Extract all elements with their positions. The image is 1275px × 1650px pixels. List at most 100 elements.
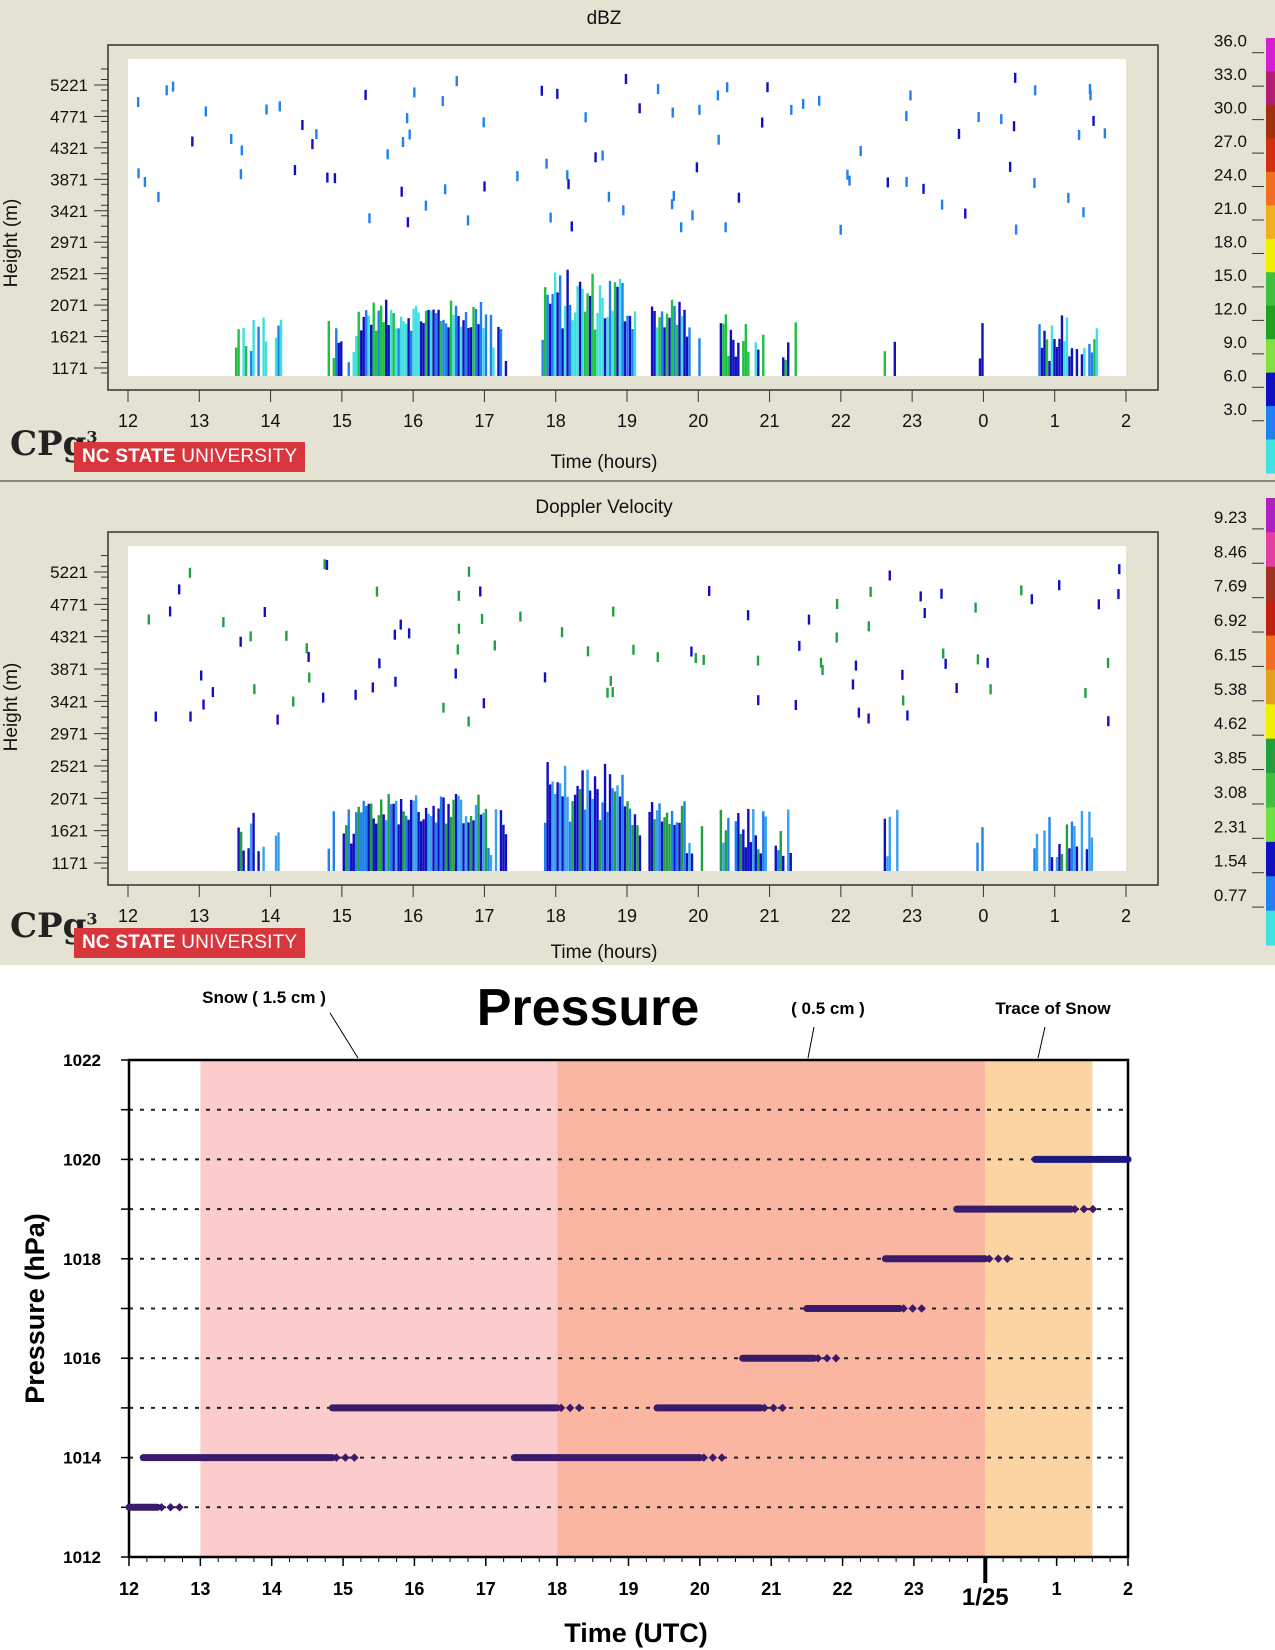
echo-mark (886, 177, 889, 188)
echo-mark (479, 586, 482, 597)
echo-mark (670, 299, 674, 376)
echo-mark (742, 341, 745, 376)
echo-mark (656, 84, 660, 95)
xtick-label: 22 (831, 411, 851, 431)
ytick-label: 4771 (50, 107, 88, 126)
echo-mark (489, 314, 493, 376)
echo-mark (650, 802, 654, 871)
echo-mark (581, 770, 584, 871)
echo-mark (760, 117, 764, 128)
echo-mark (747, 351, 750, 376)
echo-mark (479, 814, 483, 871)
echo-mark (622, 205, 625, 216)
echo-mark (632, 644, 635, 655)
colorbar-label: 36.0 (1214, 32, 1247, 51)
colorbar-label: 33.0 (1214, 65, 1247, 84)
echo-mark (274, 337, 278, 376)
echo-mark (618, 278, 622, 376)
echo-mark (352, 833, 355, 871)
dbz-title: dBZ (586, 8, 622, 29)
colorbar-label: 9.0 (1223, 333, 1247, 352)
ytick-label: 2971 (50, 725, 88, 744)
ytick-label: 2071 (50, 789, 88, 808)
echo-mark (665, 313, 669, 376)
echo-mark (744, 847, 748, 871)
colorbar-segment (1266, 305, 1275, 340)
echo-mark (384, 820, 388, 871)
pressure-chart: Pressure Snow ( 1.5 cm ) ( 0.5 cm ) Trace o… (20, 979, 1133, 1648)
echo-mark (1000, 114, 1003, 125)
colorbar-label: 0.77 (1214, 886, 1247, 905)
echo-mark (944, 658, 947, 669)
echo-mark (867, 713, 870, 724)
echo-mark (394, 800, 398, 871)
echo-mark (798, 640, 801, 651)
echo-mark (332, 811, 335, 871)
echo-mark (1043, 330, 1046, 376)
echo-mark (886, 856, 889, 871)
echo-mark (454, 793, 458, 871)
echo-mark (340, 341, 343, 376)
echo-mark (1095, 328, 1099, 376)
echo-mark (612, 606, 615, 617)
echo-mark (789, 852, 792, 871)
echo-mark (553, 794, 557, 871)
ytick-label: 2971 (50, 233, 88, 252)
echo-mark (308, 672, 311, 683)
echo-mark (722, 323, 725, 376)
echo-mark (668, 317, 671, 376)
echo-mark (406, 217, 410, 228)
xtick-label: 12 (118, 411, 138, 431)
echo-mark (375, 586, 379, 597)
colorbar-label: 8.46 (1214, 542, 1247, 561)
xtick-label: 14 (261, 906, 281, 926)
echo-mark (603, 318, 607, 376)
echo-mark (561, 328, 564, 376)
echo-mark (247, 848, 250, 871)
echo-mark (262, 846, 265, 871)
colorbar-segment (1266, 773, 1275, 808)
echo-mark (252, 319, 255, 376)
echo-mark (596, 789, 599, 871)
echo-mark (457, 795, 460, 871)
echo-mark (922, 183, 925, 194)
echo-mark (556, 88, 559, 99)
echo-mark (357, 806, 360, 871)
echo-mark (757, 349, 760, 376)
echo-mark (323, 559, 326, 570)
echo-mark (747, 808, 750, 871)
echo-mark (757, 695, 760, 706)
velocity-plot: 5221477143213871342129712521207116211171… (50, 498, 1275, 946)
echo-mark (623, 321, 627, 376)
echo-mark (242, 850, 245, 871)
echo-mark (618, 796, 622, 871)
echo-mark (673, 305, 676, 376)
echo-mark (940, 199, 944, 210)
colorbar-segment (1266, 439, 1275, 474)
echo-mark (670, 199, 674, 210)
xtick-label: 1 (1050, 411, 1060, 431)
xtick-label: 23 (902, 411, 922, 431)
ytick-label: 3421 (50, 692, 88, 711)
echo-mark (859, 146, 862, 157)
echo-mark (352, 351, 355, 376)
echo-mark (591, 273, 594, 376)
echo-mark (1033, 848, 1036, 871)
colorbar-segment (1266, 71, 1275, 106)
echo-mark (1060, 315, 1064, 376)
echo-mark (678, 822, 681, 871)
echo-mark (1012, 121, 1016, 132)
colorbar-segment (1266, 104, 1275, 139)
echo-mark (424, 807, 428, 871)
echo-mark (165, 85, 168, 96)
ytick-label: 5221 (50, 76, 88, 95)
xtick-label: 15 (332, 906, 352, 926)
echo-mark (727, 817, 730, 871)
echo-mark (379, 305, 383, 376)
echo-mark (749, 842, 753, 871)
echo-mark (477, 794, 480, 871)
snow-period-band (200, 1060, 558, 1557)
echo-mark (708, 585, 711, 596)
echo-mark (444, 323, 448, 376)
echo-mark (427, 813, 430, 871)
